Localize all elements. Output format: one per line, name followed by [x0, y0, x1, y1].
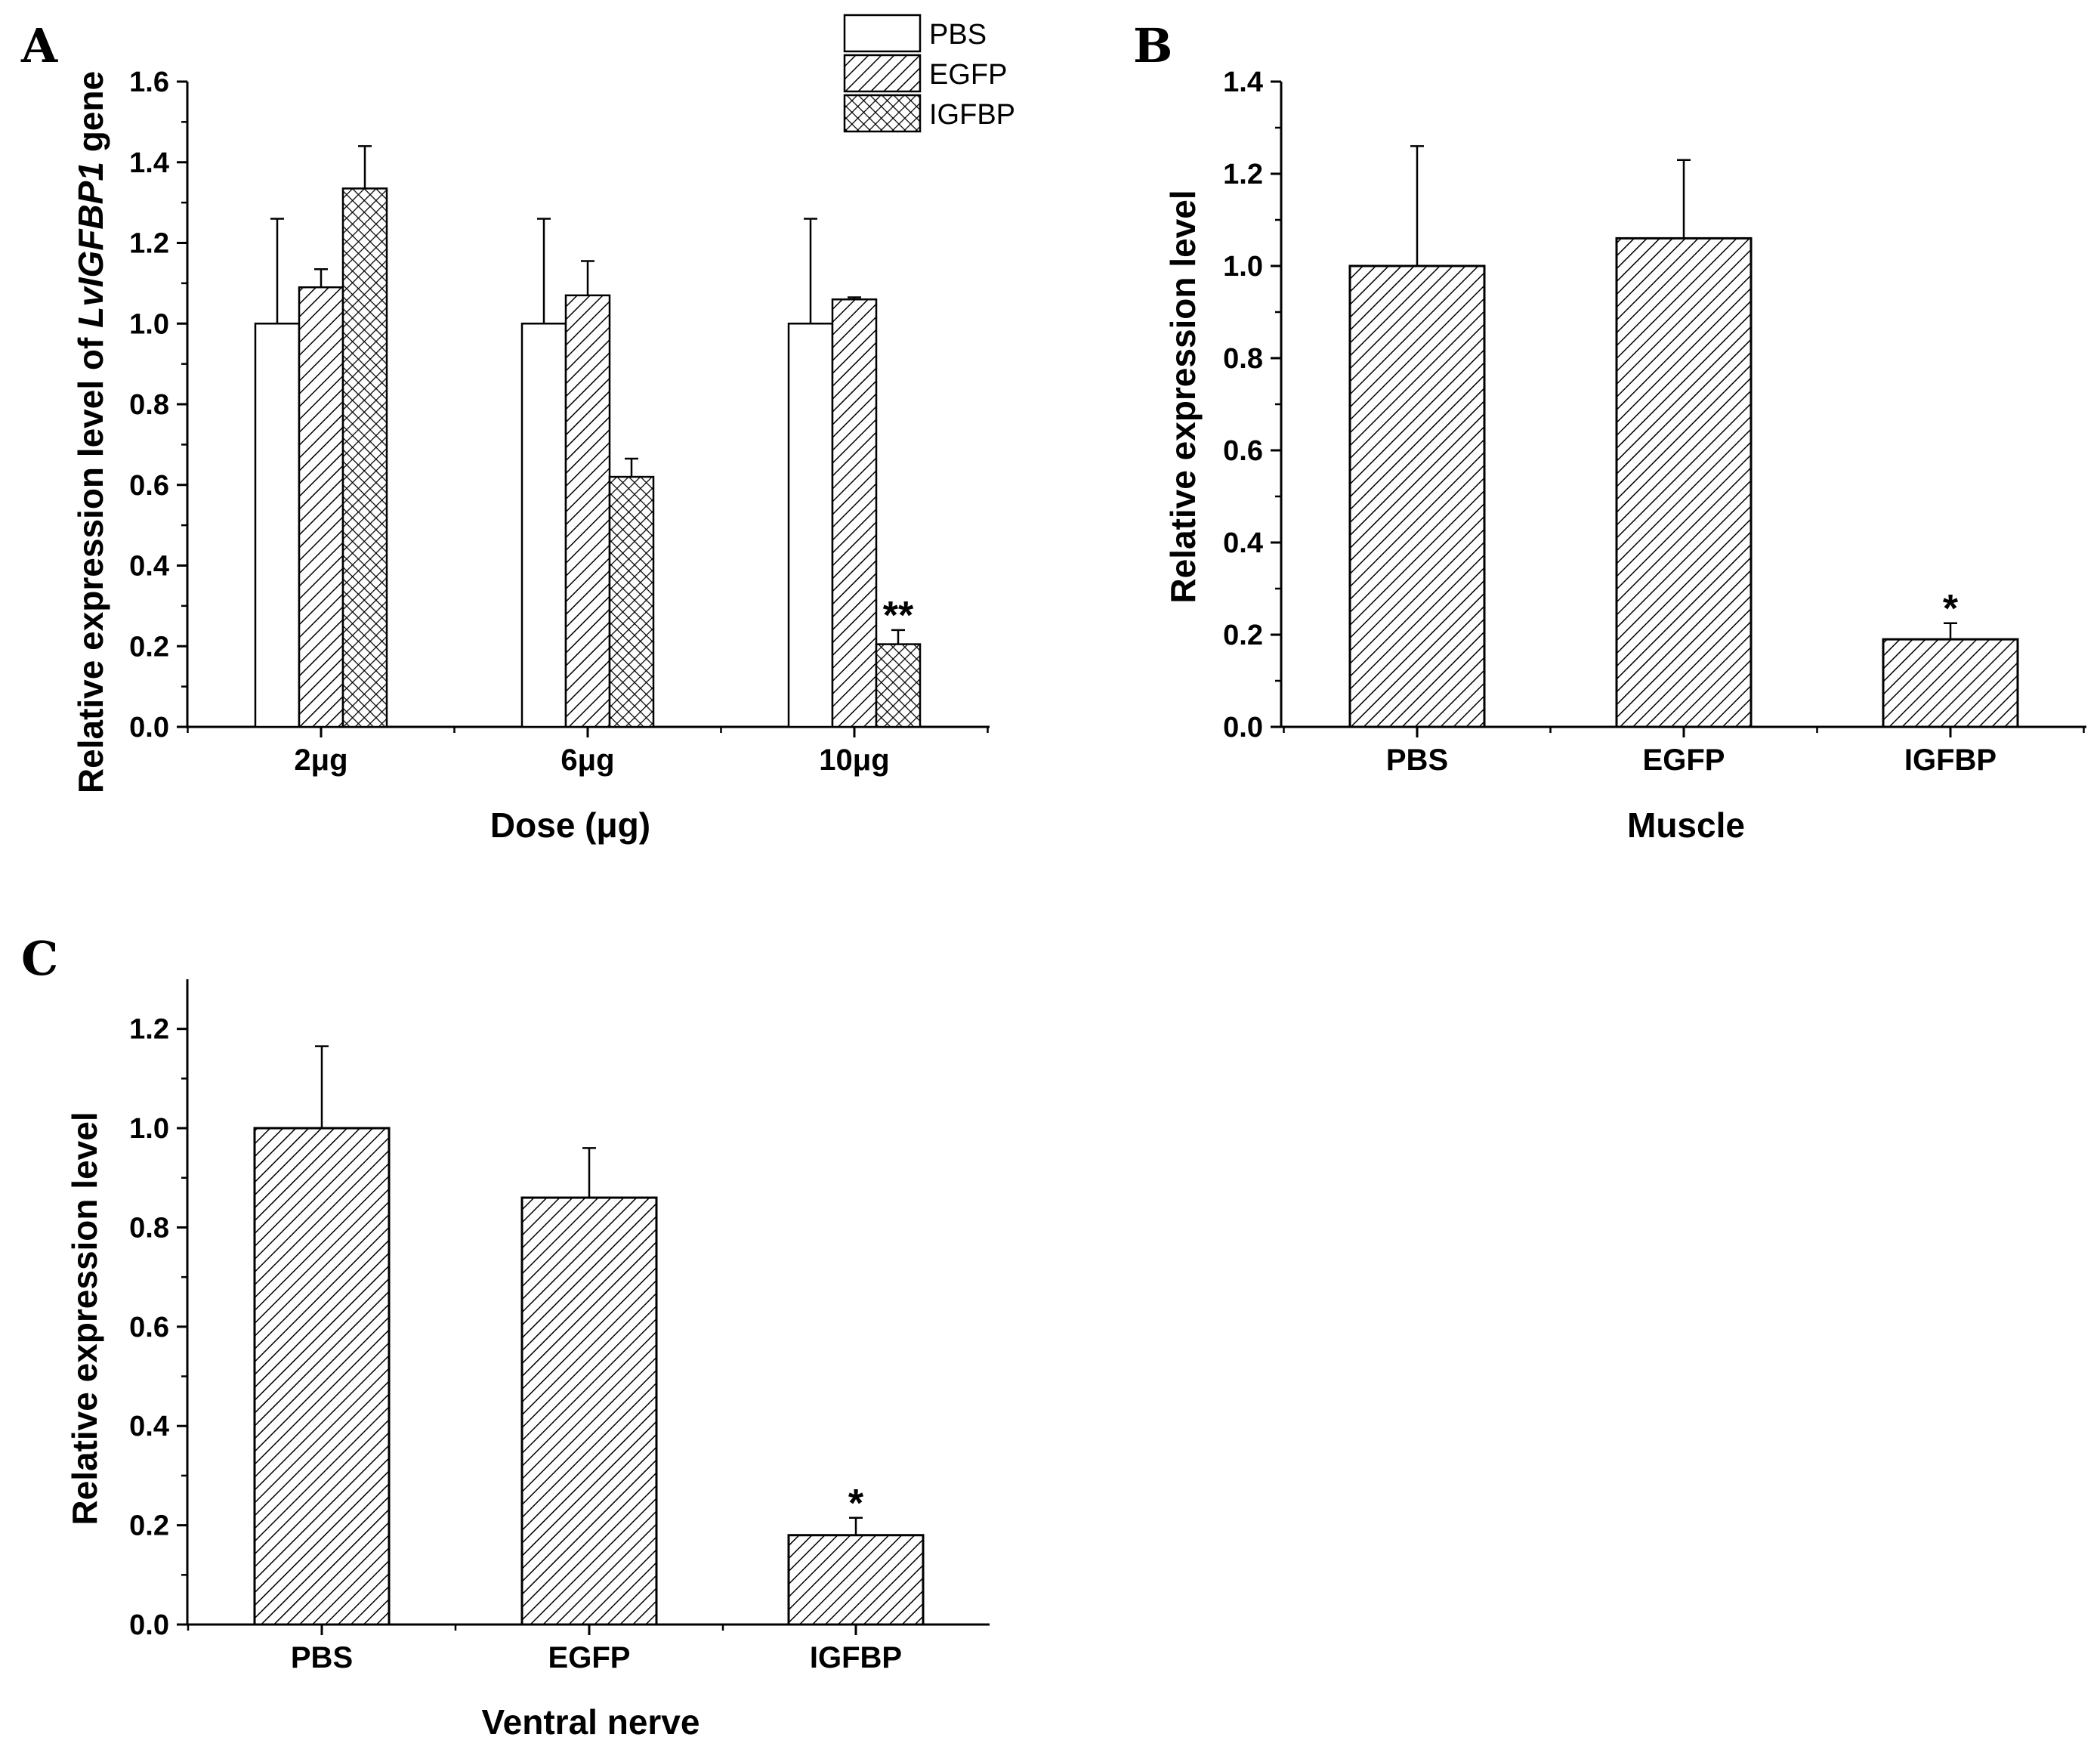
panel-c-x-tick-label: PBS	[291, 1641, 353, 1674]
panel-b: B 0.0 0.2 0.4 0.6 0.8 1.0 1.2 1.4 PBS EGFP IGFBP *…	[1133, 18, 2086, 845]
panel-c-y-tick-label: 0.0	[129, 1609, 169, 1641]
legend-label-pbs: PBS	[929, 19, 987, 51]
bar-egfp	[520, 1196, 658, 1626]
panel-b-y-tick-label: 1.0	[1223, 251, 1263, 283]
bar-egfp	[1615, 237, 1753, 728]
panel-a-y-tick-label: 1.0	[129, 308, 169, 340]
panel-a-x-tick-label: 10μg	[819, 744, 889, 777]
panel-c-y-tick-label: 0.4	[129, 1411, 169, 1442]
panel-c-bars: *	[253, 1045, 925, 1626]
bar-pbs-2	[787, 323, 834, 728]
panel-b-y-tick-label: 1.4	[1223, 66, 1263, 98]
panel-a-y-title-pre: Relative expression level of	[71, 328, 110, 793]
bar-igfbp	[787, 1534, 925, 1626]
panel-c-y-tick-label: 0.8	[129, 1212, 169, 1244]
panel-c-y-tick-label: 1.0	[129, 1113, 169, 1145]
panel-a-y-tick-label: 0.6	[129, 470, 169, 502]
panel-b-bars: *	[1348, 145, 2019, 728]
panel-a-y-tick-label: 0.4	[129, 551, 169, 583]
panel-c-y-tick-label: 0.6	[129, 1312, 169, 1343]
bar-pbs	[253, 1127, 391, 1626]
panel-letter-b: B	[1133, 18, 1172, 73]
legend-swatch-igfbp	[843, 94, 922, 133]
bar-igfbp	[1882, 638, 2019, 728]
panel-a-x-tick-label: 2μg	[294, 744, 347, 777]
significance-marker: *	[1943, 587, 1959, 631]
panel-a-legend: PBS EGFP IGFBP	[843, 14, 1015, 133]
bar-pbs-0	[254, 323, 301, 728]
legend-label-egfp: EGFP	[929, 59, 1007, 91]
panel-b-axes: 0.0 0.2 0.4 0.6 0.8 1.0 1.2 1.4 PBS EGFP IGFBP	[1223, 66, 2086, 777]
bar-igfbp-2	[875, 643, 922, 728]
bar-igfbp-0	[341, 187, 388, 728]
panel-a-axes: 0.0 0.2 0.4 0.6 0.8 1.0 1.2 1.4 1.6 2μg 6μg 10μg	[129, 66, 990, 777]
panel-a-bars: **	[254, 145, 922, 728]
panel-b-x-axis-title: Muscle	[1627, 805, 1745, 845]
panel-letter-a: A	[20, 18, 58, 73]
bar-pbs	[1348, 264, 1486, 728]
panel-a-y-tick-label: 1.4	[129, 147, 169, 179]
panel-a-y-title-gene: LvIGFBP1	[71, 162, 110, 328]
bar-pbs-1	[520, 323, 567, 728]
bar-egfp-0	[298, 286, 344, 728]
panel-a-y-tick-label: 0.8	[129, 389, 169, 421]
legend-label-igfbp: IGFBP	[929, 99, 1015, 131]
legend-swatch-pbs	[843, 14, 922, 53]
panel-b-y-tick-label: 0.6	[1223, 435, 1263, 467]
panel-c-x-tick-label: EGFP	[548, 1641, 631, 1674]
panel-c-y-tick-label: 0.2	[129, 1510, 169, 1542]
panel-a-y-tick-label: 1.6	[129, 66, 169, 98]
panel-c-x-tick-label: IGFBP	[810, 1641, 902, 1674]
panel-c: C 0.0 0.2 0.4 0.6 0.8 1.0 1.2 PBS EGFP IGFBP * Ve…	[21, 931, 990, 1742]
bar-igfbp-1	[608, 475, 655, 728]
panel-b-y-tick-label: 0.2	[1223, 620, 1263, 651]
panel-a-y-tick-label: 0.0	[129, 712, 169, 744]
panel-a-y-tick-label: 1.2	[129, 228, 169, 260]
panel-letter-c: C	[21, 931, 58, 986]
panel-b-x-tick-label: PBS	[1386, 744, 1448, 777]
panel-c-y-tick-label: 1.2	[129, 1014, 169, 1046]
panel-a-x-tick-label: 6μg	[561, 744, 614, 777]
panel-b-y-tick-label: 0.4	[1223, 527, 1263, 559]
panel-b-y-tick-label: 0.8	[1223, 343, 1263, 375]
panel-a-y-title-post: gene	[71, 71, 110, 162]
significance-marker: **	[883, 594, 914, 638]
panel-b-y-tick-label: 1.2	[1223, 159, 1263, 190]
bar-egfp-2	[831, 298, 878, 728]
panel-b-x-tick-label: IGFBP	[1904, 744, 1997, 777]
panel-a-y-tick-label: 0.2	[129, 631, 169, 663]
panel-b-x-tick-label: EGFP	[1643, 744, 1725, 777]
panel-a-x-axis-title: Dose (μg)	[490, 805, 650, 845]
significance-marker: *	[848, 1482, 864, 1526]
panel-c-axes: 0.0 0.2 0.4 0.6 0.8 1.0 1.2 PBS EGFP IGFBP	[129, 979, 990, 1674]
panel-c-y-axis-title: Relative expression level	[65, 1111, 104, 1525]
panel-b-y-axis-title: Relative expression level	[1163, 190, 1203, 603]
legend-swatch-egfp	[843, 54, 922, 93]
bar-egfp-1	[564, 294, 611, 728]
panel-a-y-axis-title: Relative expression level of LvIGFBP1 ge…	[71, 71, 110, 793]
panel-b-y-tick-label: 0.0	[1223, 712, 1263, 744]
panel-c-x-axis-title: Ventral nerve	[482, 1702, 700, 1742]
